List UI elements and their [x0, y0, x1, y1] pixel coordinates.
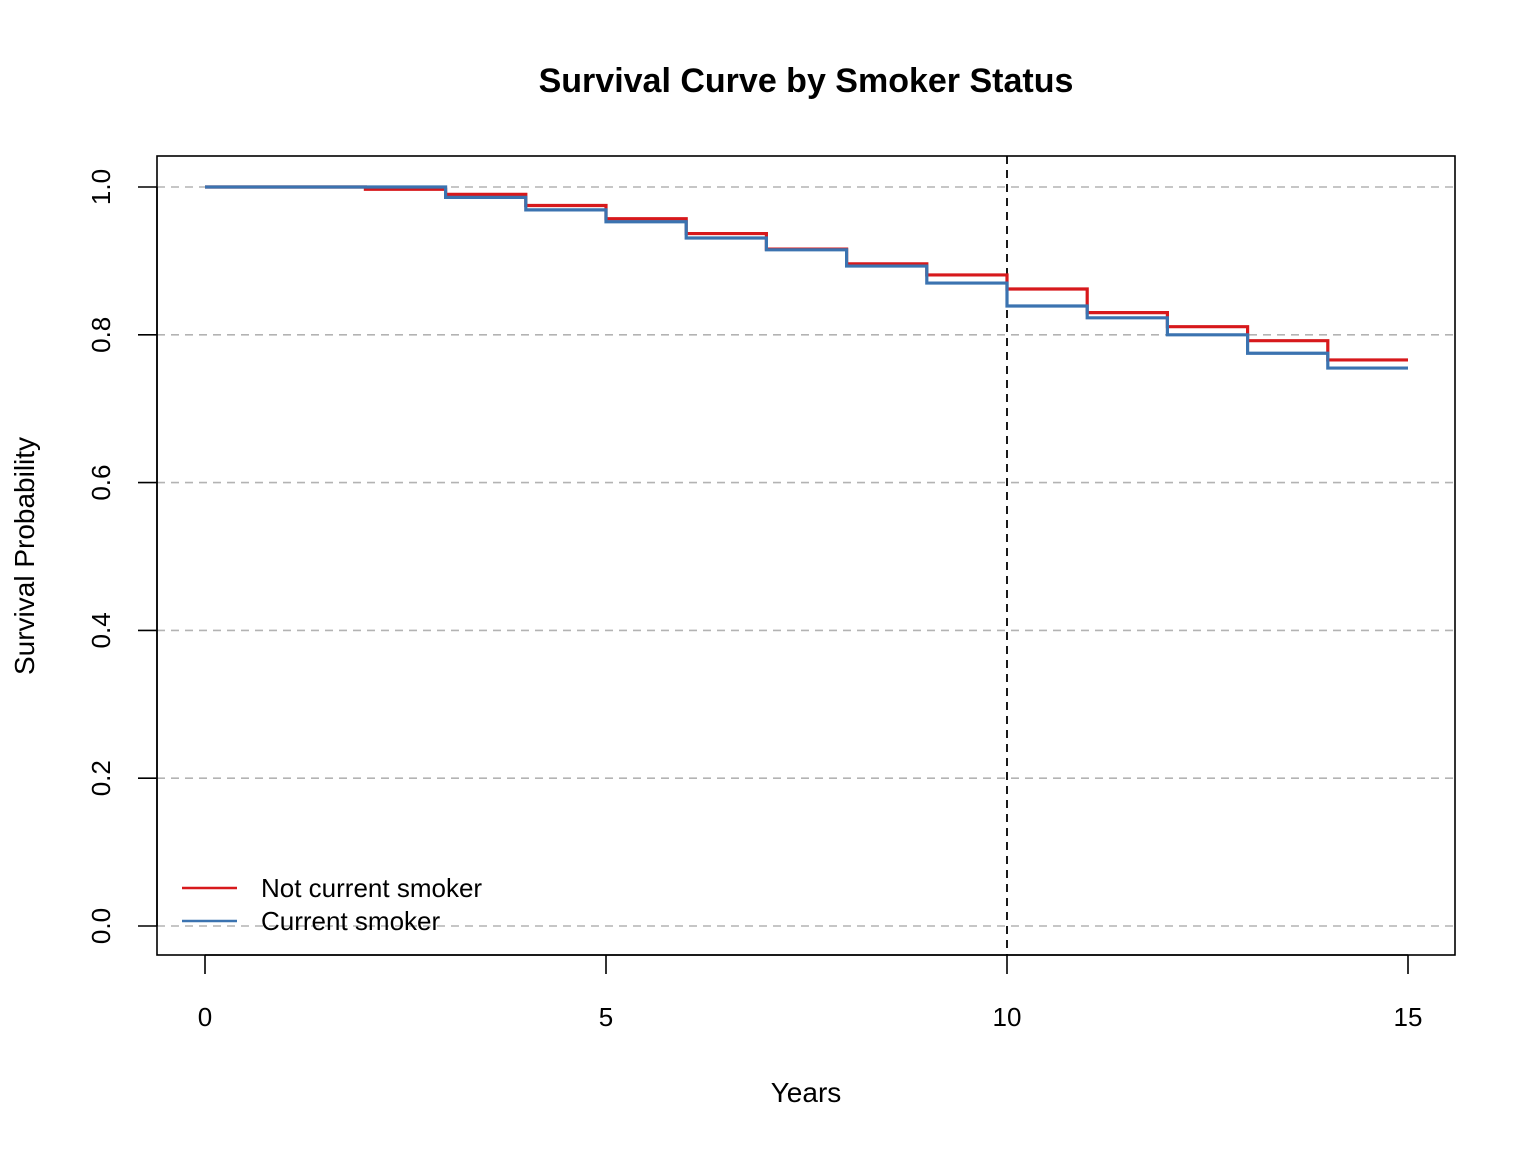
x-tick-label-3: 15: [1394, 1002, 1423, 1032]
legend-label-0: Not current smoker: [261, 873, 482, 903]
x-tick-label-2: 10: [993, 1002, 1022, 1032]
y-axis-label: Survival Probability: [9, 437, 40, 675]
y-axis: 0.0 0.2 0.4 0.6 0.8 1.0: [86, 169, 158, 944]
series-group: [205, 185, 1408, 370]
y-tick-label-2: 0.4: [86, 612, 116, 648]
legend-label-1: Current smoker: [261, 906, 440, 936]
x-tick-label-0: 0: [198, 1002, 212, 1032]
y-tick-label-0: 0.0: [86, 908, 116, 944]
y-tick-label-4: 0.8: [86, 317, 116, 353]
x-axis: 0 5 10 15: [198, 954, 1423, 1032]
plot-frame: [156, 155, 1456, 956]
y-tick-label-5: 1.0: [86, 169, 116, 205]
y-tick-label-1: 0.2: [86, 760, 116, 796]
series-line-current-smoker: [205, 185, 1408, 370]
y-tick-label-3: 0.6: [86, 465, 116, 501]
grid-lines: [157, 186, 1455, 927]
x-axis-label: Years: [771, 1077, 842, 1108]
x-tick-label-1: 5: [599, 1002, 613, 1032]
chart-title: Survival Curve by Smoker Status: [539, 62, 1074, 100]
